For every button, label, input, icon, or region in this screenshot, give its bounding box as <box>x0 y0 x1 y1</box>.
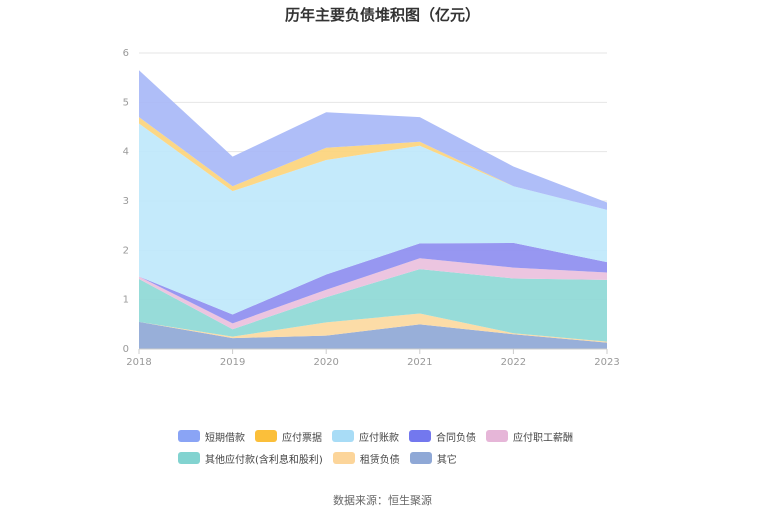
legend-label: 应付票据 <box>282 432 322 444</box>
legend-item[interactable]: 应付票据 <box>255 429 322 444</box>
area-series-1 <box>139 313 607 343</box>
chart-title: 历年主要负债堆积图（亿元） <box>284 6 480 24</box>
legend-item[interactable]: 短期借款 <box>178 429 245 444</box>
legend-item[interactable]: 其他应付款(含利息和股利) <box>178 451 323 466</box>
x-tick-label: 2018 <box>126 357 151 368</box>
x-tick-label: 2019 <box>220 357 245 368</box>
legend-label: 其他应付款(含利息和股利) <box>205 454 323 466</box>
x-tick-label: 2021 <box>407 357 432 368</box>
x-tick-label: 2020 <box>313 357 338 368</box>
axes: 0 1 2 3 4 5 6 2018 2019 2020 2021 2022 2023 <box>123 48 620 368</box>
legend-label: 短期借款 <box>205 432 245 444</box>
legend-label: 应付职工薪酬 <box>513 432 573 444</box>
area-series-5 <box>139 123 607 315</box>
x-tick-label: 2022 <box>501 357 526 368</box>
legend-item[interactable]: 应付账款 <box>332 429 399 444</box>
legend-swatch <box>178 452 200 464</box>
legend-row-1: 短期借款 应付票据 应付账款 合同负债 应付职工薪酬 <box>178 425 608 447</box>
area-layers <box>139 70 607 349</box>
y-tick-label: 4 <box>123 147 129 158</box>
legend-item[interactable]: 应付职工薪酬 <box>486 429 573 444</box>
legend-swatch <box>409 430 431 442</box>
legend-item[interactable]: 合同负债 <box>409 429 476 444</box>
legend-swatch <box>332 430 354 442</box>
x-tick-label: 2023 <box>594 357 619 368</box>
legend-swatch <box>178 430 200 442</box>
y-tick-label: 1 <box>123 295 129 306</box>
legend-label: 应付账款 <box>359 432 399 444</box>
y-tick-label: 3 <box>123 196 129 207</box>
data-source: 数据来源：恒生聚源 <box>333 494 432 507</box>
y-tick-label: 6 <box>123 48 129 59</box>
legend-label: 其它 <box>436 454 457 466</box>
area-series-2 <box>139 269 607 342</box>
y-tick-label: 5 <box>123 97 129 108</box>
legend-swatch <box>255 430 277 442</box>
area-series-3 <box>139 258 607 330</box>
area-series-7 <box>139 70 607 210</box>
y-tick-label: 2 <box>123 245 129 256</box>
legend-item[interactable]: 其它 <box>409 451 457 466</box>
legend: 短期借款 应付票据 应付账款 合同负债 应付职工薪酬 其他应付款(含利息和股利) 租赁负债… <box>178 425 608 469</box>
legend-label: 合同负债 <box>436 432 476 444</box>
legend-item[interactable]: 租赁负债 <box>332 451 400 466</box>
legend-swatch <box>486 430 508 442</box>
area-series-0 <box>139 321 607 349</box>
legend-swatch <box>409 452 432 464</box>
legend-label: 租赁负债 <box>359 454 400 466</box>
legend-row-2: 其他应付款(含利息和股利) 租赁负债 其它 <box>178 447 608 469</box>
legend-swatch <box>332 452 355 464</box>
y-tick-label: 0 <box>123 344 129 355</box>
area-series-4 <box>139 242 607 324</box>
